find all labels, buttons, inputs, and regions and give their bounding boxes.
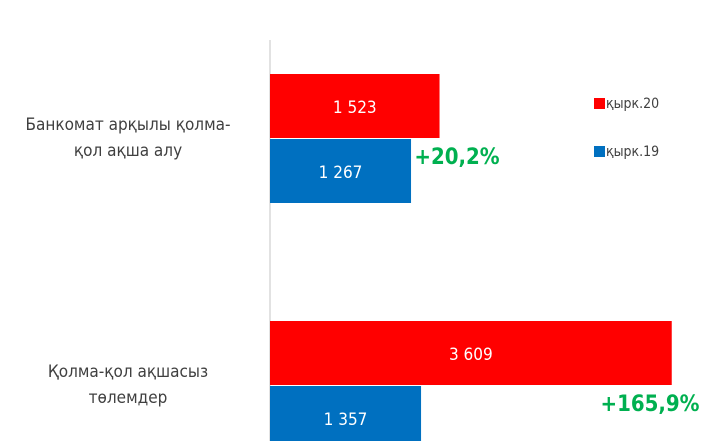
bar [270,386,422,441]
legend-label: қырк.20 [606,96,659,112]
value-label: 3 609 [449,345,493,365]
category-label: төлемдер [89,388,168,408]
category-label: Қолма-қол ақшасыз [48,362,208,382]
value-label: 1 267 [319,163,363,183]
value-label: 1 357 [324,410,368,430]
legend-swatch [594,98,605,109]
annotation: +165,9% [600,392,699,417]
bar [270,139,412,203]
legend-label: қырк.19 [606,144,659,160]
category-label: қол ақша алу [74,141,182,161]
bar [270,321,672,385]
bar [270,74,440,138]
value-label: 1 523 [333,98,377,118]
category-label: Банкомат арқылы қолма- [25,115,230,135]
legend-swatch [594,146,605,157]
annotation: +20,2% [414,145,499,170]
